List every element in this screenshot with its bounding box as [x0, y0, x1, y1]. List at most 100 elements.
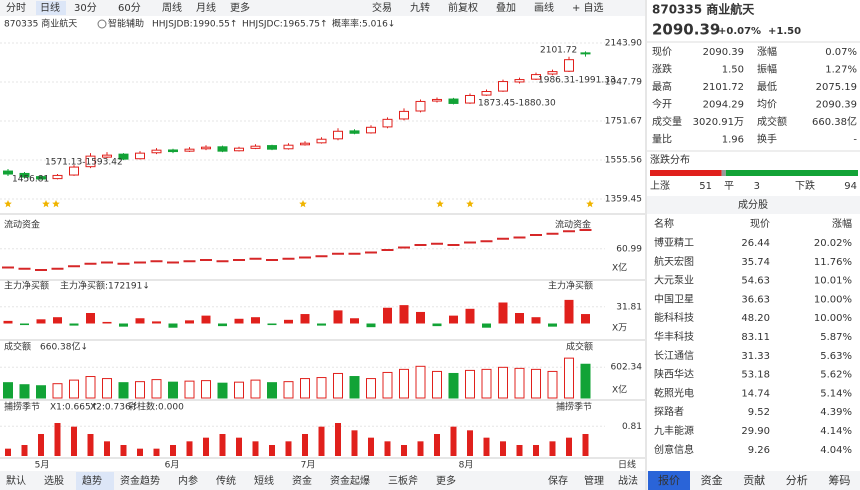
bottom-tab[interactable]: 更多: [436, 474, 456, 487]
star-icon: [436, 200, 444, 208]
toolbar-button[interactable]: 30分: [74, 2, 97, 14]
panel-indicator: X1:0.665↑: [50, 403, 98, 413]
bottom-tab[interactable]: 资金: [292, 474, 312, 487]
volume-bar: [432, 370, 442, 399]
stock-name[interactable]: 华丰科技: [654, 330, 694, 343]
candle-body: [85, 155, 96, 168]
bottom-tab[interactable]: 趋势: [82, 474, 102, 487]
stock-change: 5.62%: [820, 370, 852, 381]
side-tab[interactable]: 报价: [658, 473, 680, 487]
toolbar-button[interactable]: 更多: [230, 1, 250, 14]
stock-price: 31.33: [741, 351, 770, 362]
season-bar: [5, 448, 11, 456]
candle-body: [118, 153, 129, 160]
season-bar: [516, 445, 523, 456]
y-tick-label: 1359.45: [605, 195, 642, 205]
bottom-tab[interactable]: 内参: [178, 474, 198, 487]
volume-bar: [201, 380, 211, 399]
toolbar-button[interactable]: 周线: [162, 1, 182, 14]
toolbar-button[interactable]: 日线: [40, 1, 60, 14]
stock-name[interactable]: 航天宏图: [654, 255, 694, 268]
bottom-tab[interactable]: 战法: [618, 474, 638, 487]
table-header: 现价: [750, 218, 770, 230]
volume-bar: [19, 384, 30, 399]
stock-name[interactable]: 创意信息: [654, 443, 694, 456]
season-bar: [38, 434, 44, 456]
side-tab[interactable]: 筹码: [828, 473, 850, 487]
season-bar: [351, 430, 358, 456]
breadth-bar: [725, 170, 858, 176]
season-bar: [285, 441, 292, 456]
y-tick-label: 1751.67: [605, 117, 642, 127]
star-icon: [466, 200, 474, 208]
stock-name[interactable]: 探路者: [654, 405, 684, 418]
side-tab[interactable]: 分析: [786, 473, 808, 487]
stock-name[interactable]: 长江通信: [654, 350, 694, 362]
field-value: 2101.72: [703, 82, 744, 93]
toolbar-button[interactable]: 分时: [6, 2, 26, 14]
toolbar-button[interactable]: + 自选: [572, 1, 604, 14]
stock-name[interactable]: 陕西华达: [654, 368, 694, 381]
y-tick-label: 60.99: [616, 244, 642, 254]
stock-name[interactable]: 九丰能源: [654, 424, 694, 437]
panel-title: 主力净买额: [4, 280, 49, 292]
toolbar-button[interactable]: 画线: [534, 1, 554, 14]
stock-name[interactable]: 大元泵业: [654, 274, 694, 287]
side-tab-bar: [647, 471, 860, 490]
candle-body: [300, 142, 310, 146]
toolbar-button[interactable]: 月线: [196, 1, 216, 14]
toolbar-button[interactable]: 九转: [410, 1, 430, 14]
assist[interactable]: 智能辅助: [108, 18, 144, 30]
netbuy-bar: [251, 317, 260, 324]
volume-bar: [36, 385, 46, 399]
stock-change: 4.04%: [820, 445, 852, 456]
stock-name[interactable]: 乾照光电: [654, 386, 694, 399]
volume-bar: [366, 378, 376, 399]
season-bar: [384, 441, 391, 456]
bottom-tab[interactable]: 保存: [548, 474, 568, 487]
quote-price: 2090.39: [652, 21, 720, 39]
stock-price: 83.11: [741, 332, 770, 343]
side-tab[interactable]: 贡献: [743, 473, 765, 487]
assist-icon: [97, 19, 107, 29]
bottom-tab[interactable]: 默认: [6, 474, 26, 487]
field-label: 最高: [652, 80, 672, 93]
netbuy-bar: [201, 315, 211, 324]
season-bar: [170, 445, 176, 456]
bottom-tab[interactable]: 管理: [584, 474, 604, 487]
bottom-tab[interactable]: 短线: [254, 474, 274, 487]
bottom-tab[interactable]: 选股: [44, 474, 64, 487]
breadth-value: 94: [844, 181, 857, 192]
season-bar: [582, 434, 589, 456]
bottom-tab[interactable]: 三板斧: [388, 474, 418, 487]
bottom-bar: [0, 471, 645, 490]
stock-name[interactable]: 能科科技: [654, 311, 694, 324]
code-name: 870335 商业航天: [4, 18, 77, 30]
field-label: 量比: [652, 134, 672, 146]
toolbar-button[interactable]: 交易: [372, 1, 392, 14]
candle-body: [69, 166, 79, 176]
toolbar-button[interactable]: 60分: [118, 2, 141, 14]
volume-bar: [85, 376, 96, 399]
stock-change: 11.76%: [814, 257, 852, 268]
volume-bar: [69, 379, 79, 399]
toolbar-button[interactable]: 叠加: [496, 2, 516, 14]
season-bar: [54, 423, 61, 456]
bottom-tab[interactable]: 传统: [216, 474, 236, 487]
stock-name[interactable]: 博亚精工: [654, 236, 694, 249]
bottom-tab[interactable]: 资金趋势: [120, 474, 160, 487]
volume-bar: [267, 382, 277, 399]
stock-price: 9.52: [748, 407, 770, 418]
bottom-tab[interactable]: 资金起爆: [330, 474, 370, 487]
side-tab[interactable]: 资金: [701, 473, 723, 487]
netbuy-bar: [102, 321, 112, 324]
netbuy-bar: [515, 313, 524, 324]
volume-bar: [564, 357, 574, 399]
stock-name[interactable]: 中国卫星: [654, 292, 694, 305]
season-bar: [186, 441, 193, 456]
stock-price: 54.63: [741, 276, 770, 287]
x-tick-label: 6月: [165, 460, 180, 471]
breadth-label: 上涨: [650, 180, 670, 192]
candle-body: [514, 79, 525, 83]
toolbar-button[interactable]: 前复权: [448, 1, 478, 14]
